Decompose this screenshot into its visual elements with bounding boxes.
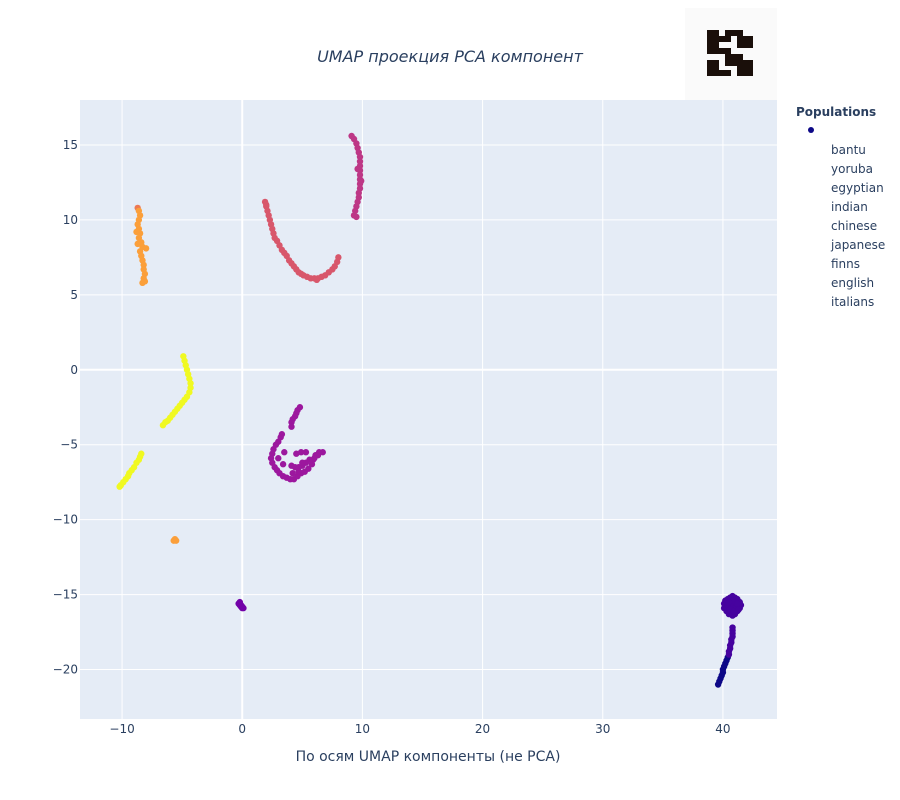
data-point (734, 600, 741, 607)
point-cluster (133, 207, 180, 544)
data-point (236, 598, 244, 606)
data-point (735, 606, 742, 613)
data-point (311, 455, 318, 462)
data-point (358, 177, 365, 185)
legend-item-label: italians (831, 295, 874, 309)
data-point (297, 449, 305, 456)
data-point (133, 228, 140, 236)
plot-background (80, 100, 777, 719)
y-tick-label: 10 (63, 213, 78, 227)
data-point (289, 469, 296, 477)
data-point (263, 201, 270, 209)
data-point (299, 459, 306, 466)
plot-area (80, 100, 777, 719)
y-tick-label: −20 (53, 663, 78, 677)
data-point (187, 380, 194, 387)
data-points (116, 132, 745, 688)
data-point (356, 158, 364, 165)
legend-item-label: bantu (831, 143, 866, 157)
data-point (729, 624, 736, 631)
data-point (295, 468, 302, 475)
data-point (354, 165, 361, 173)
data-point (116, 483, 123, 490)
x-axis-ticks: −10 0 10 20 30 40 (109, 722, 730, 736)
data-point (142, 245, 150, 252)
point-cluster (348, 132, 365, 221)
data-point (730, 607, 737, 615)
data-point (288, 462, 295, 469)
data-point (240, 604, 247, 612)
data-point (275, 455, 282, 462)
data-point (140, 261, 147, 269)
y-tick-label: −10 (53, 513, 78, 527)
point-cluster (714, 654, 731, 688)
legend-item-label: english (831, 276, 874, 290)
point-cluster (720, 592, 745, 658)
x-tick-label: −10 (109, 722, 134, 736)
legend-item-label: egyptian (831, 181, 884, 195)
grid (80, 100, 777, 719)
y-axis-ticks: 15 10 5 0 −5 −10 −15 −20 (53, 138, 78, 677)
legend-title: Populations (796, 105, 876, 119)
data-point (302, 449, 310, 456)
point-cluster (116, 353, 194, 490)
x-tick-label: 0 (238, 722, 246, 736)
point-cluster (267, 404, 326, 483)
legend-item-label: yoruba (831, 162, 873, 176)
x-tick-label: 40 (715, 722, 730, 736)
data-point (171, 535, 179, 543)
data-point (335, 254, 342, 261)
y-tick-label: 5 (70, 288, 78, 302)
data-point (353, 213, 360, 221)
data-point (288, 419, 295, 426)
data-point (288, 423, 295, 430)
data-point (134, 240, 141, 248)
y-tick-label: −15 (53, 588, 78, 602)
data-point (305, 465, 312, 472)
x-tick-label: 20 (475, 722, 490, 736)
point-cluster (261, 198, 342, 284)
legend-marker (808, 127, 814, 133)
chart-title: UMAP проекция PCA компонент (317, 47, 584, 66)
legend-item-label: finns (831, 257, 860, 271)
y-tick-label: 15 (63, 138, 78, 152)
data-point (725, 598, 733, 606)
data-point (319, 449, 326, 456)
legend[interactable]: Populations bantu yoruba egyptian indian chi… (796, 105, 885, 309)
legend-item-label: indian (831, 200, 868, 214)
data-point (159, 422, 167, 429)
data-point (355, 189, 362, 197)
x-axis-title: По осям UMAP компоненты (не PCA) (296, 749, 561, 765)
legend-item-label: japanese (830, 238, 885, 252)
point-cluster (235, 598, 247, 612)
data-point (356, 171, 364, 179)
legend-item-label: chinese (831, 219, 877, 233)
y-tick-label: 0 (70, 363, 78, 377)
data-point (313, 276, 320, 284)
qr-logo (685, 8, 777, 100)
x-tick-label: 30 (595, 722, 610, 736)
data-point (281, 449, 288, 456)
x-tick-label: 10 (355, 722, 370, 736)
data-point (279, 461, 287, 468)
data-point (139, 279, 146, 287)
data-point (293, 450, 300, 457)
data-point (356, 153, 364, 161)
legend-items: bantu yoruba egyptian indian chinese japanese… (830, 143, 885, 309)
y-tick-label: −5 (60, 438, 78, 452)
